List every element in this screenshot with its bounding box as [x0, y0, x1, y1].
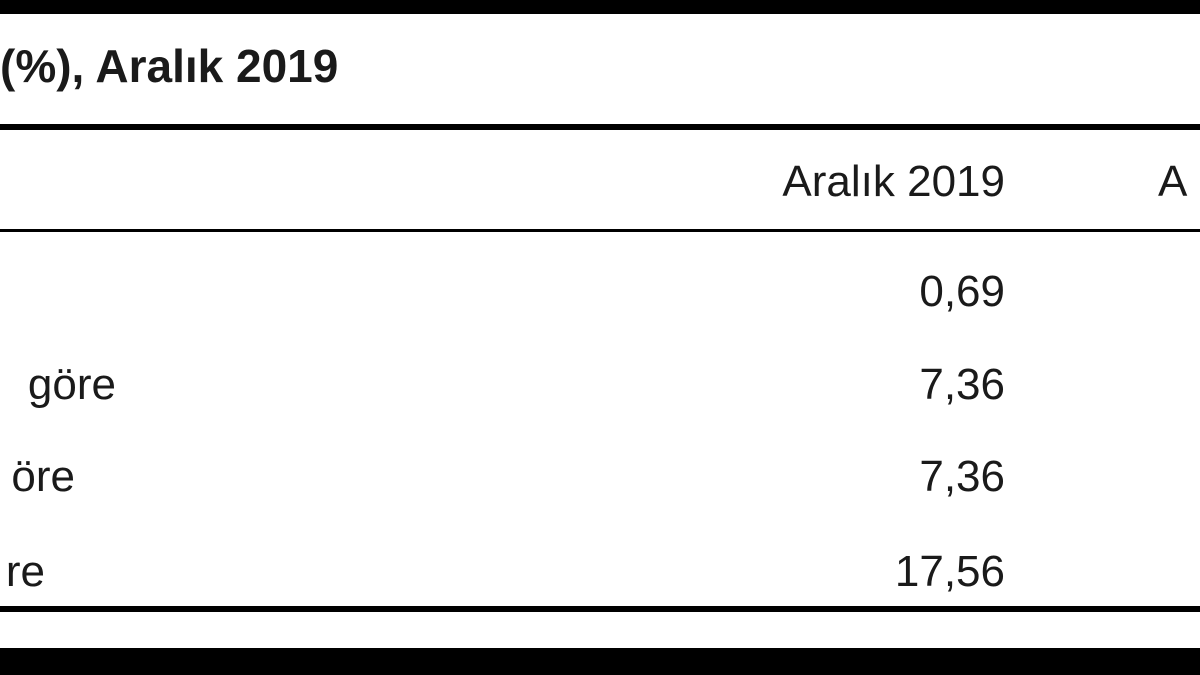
rule-header: [0, 229, 1200, 232]
row-label: öre: [11, 452, 75, 501]
cell-value: 7,36: [919, 360, 1005, 409]
table-title: (%), Aralık 2019: [0, 40, 338, 92]
top-band: [0, 0, 1200, 14]
cell-value: 0,69: [919, 267, 1005, 316]
row-label: göre: [28, 360, 116, 409]
bottom-band: [0, 648, 1200, 675]
rule-top: [0, 124, 1200, 130]
row-label: re: [6, 547, 45, 596]
cell-value: 7,36: [919, 452, 1005, 501]
cell-value: 17,56: [895, 547, 1005, 596]
column-header: A: [1158, 157, 1188, 206]
column-header: Aralık 2019: [782, 157, 1005, 206]
rule-bottom: [0, 606, 1200, 612]
